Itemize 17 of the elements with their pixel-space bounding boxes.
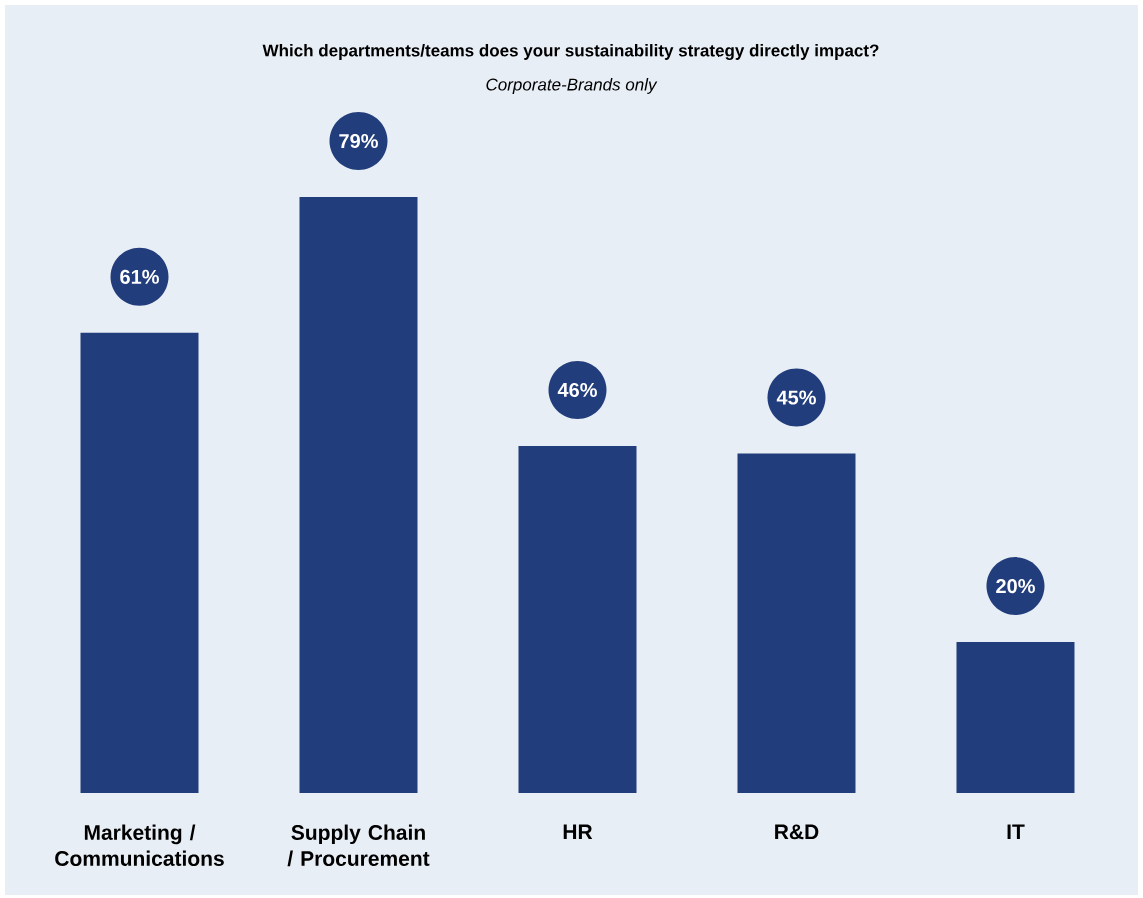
chart-subtitle: Corporate-Brands only [486, 78, 658, 94]
data-label: 79% [339, 133, 378, 149]
chart-title: Which departments/teams does your sustainability strategy directly impact? [262, 44, 879, 60]
data-label: 46% [557, 382, 597, 398]
x-tick-label: HR [563, 824, 593, 839]
bar [956, 642, 1075, 793]
data-label: 61% [120, 269, 159, 284]
x-tick-label: IT [1007, 824, 1025, 839]
x-tick-label: Supply Chain / Procurement [287, 824, 430, 867]
bar [299, 197, 418, 793]
x-tick-label: Marketing / Communications [55, 824, 224, 866]
bar [737, 453, 856, 793]
data-label: 45% [776, 390, 816, 405]
bar [518, 445, 637, 793]
bar [80, 332, 199, 793]
x-tick-label: R&D [775, 824, 819, 840]
data-label: 20% [996, 579, 1035, 594]
